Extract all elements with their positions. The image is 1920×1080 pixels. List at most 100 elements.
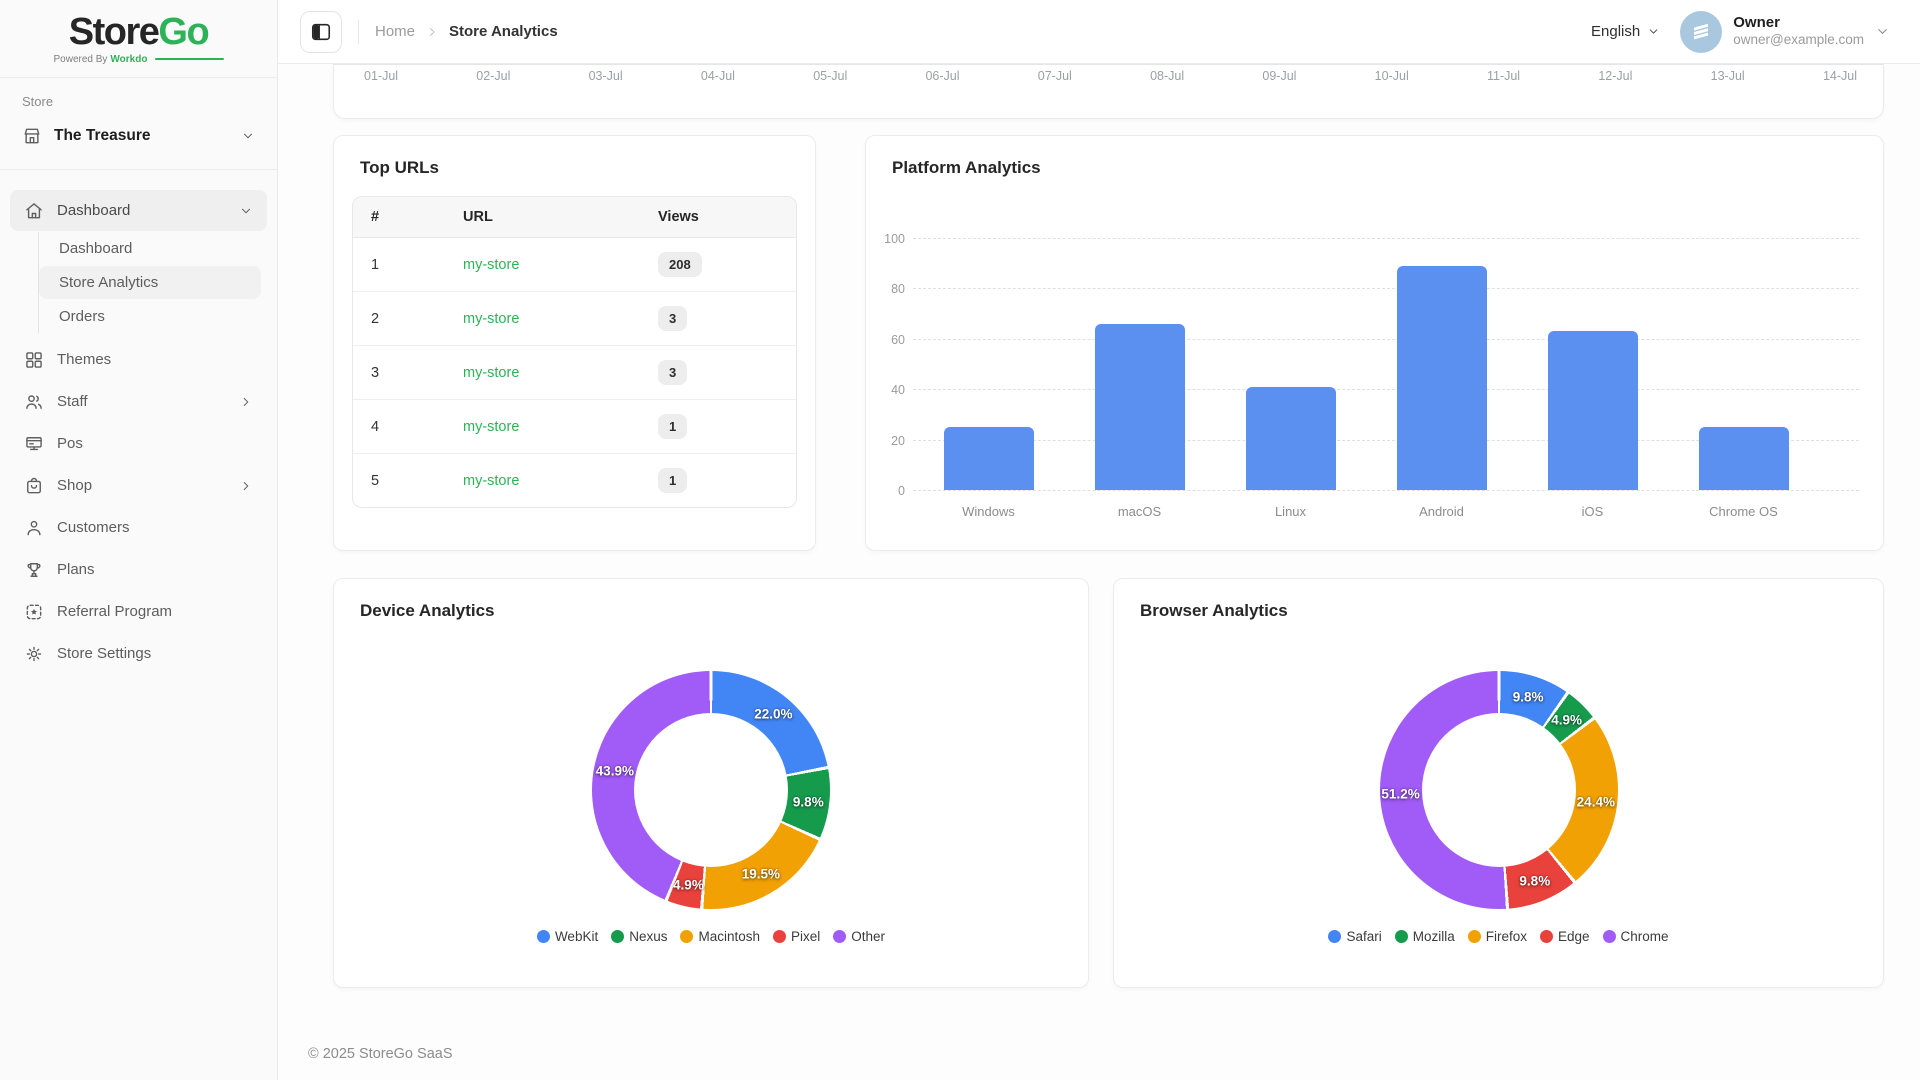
date-label: 09-Jul <box>1262 69 1297 83</box>
x-axis-label: Chrome OS <box>1709 504 1778 519</box>
views-badge: 3 <box>658 306 688 331</box>
donut-hole <box>1421 713 1576 867</box>
timeline-x-axis: 01-Jul 02-Jul 03-Jul 04-Jul 05-Jul 06-Jul 07-J… <box>334 65 1883 83</box>
x-axis-label: Linux <box>1274 504 1307 519</box>
language-selector[interactable]: English <box>1591 23 1660 40</box>
breadcrumb-home-link[interactable]: Home <box>375 23 416 40</box>
date-label: 05-Jul <box>813 69 848 83</box>
y-axis-tick: 60 <box>891 332 905 347</box>
legend-item-firefox[interactable]: Firefox <box>1467 929 1527 944</box>
bar-ios <box>1547 331 1638 490</box>
legend-item-macintosh[interactable]: Macintosh <box>680 929 760 944</box>
sidebar-subitem-orders[interactable]: Orders <box>59 308 105 325</box>
date-label: 08-Jul <box>1150 69 1185 83</box>
pie-label-webkit: 22.0% <box>754 706 793 722</box>
store-section-label: Store <box>22 94 54 109</box>
date-label: 04-Jul <box>700 69 735 83</box>
user-info: Owner owner@example.com <box>1733 14 1864 50</box>
views-cell: 3 <box>640 345 796 400</box>
device-legend: WebKit Nexus Macintosh Pixel Other <box>334 929 1088 944</box>
date-label: 03-Jul <box>588 69 623 83</box>
date-label: 10-Jul <box>1374 69 1409 83</box>
sidebar-item-label: Pos <box>57 435 83 452</box>
gridline: 40 <box>891 383 1859 397</box>
url-link[interactable]: my-store <box>463 472 520 489</box>
breadcrumb: Home Store Analytics <box>375 23 558 40</box>
column-header-views: Views <box>640 197 796 238</box>
header-right: English Owner owner@example.com <box>1591 10 1890 53</box>
pie-label-edge: 9.8% <box>1519 873 1551 889</box>
topbar: Home Store Analytics English Owner owner… <box>278 0 1920 64</box>
copyright: © 2025 StoreGo SaaS <box>308 1046 453 1062</box>
gear-icon <box>26 646 42 661</box>
tagline-underline <box>155 58 224 60</box>
legend-dot <box>1540 930 1553 943</box>
views-cell: 208 <box>640 237 796 292</box>
legend-label: Firefox <box>1485 929 1527 944</box>
browser-donut-chart: 9.8% 4.9% 24.4% 9.8% 51.2% <box>1379 671 1618 909</box>
legend-item-mozilla[interactable]: Mozilla <box>1394 929 1455 944</box>
bar-slot <box>1366 238 1517 490</box>
legend-label: Safari <box>1346 929 1382 944</box>
sidebar-item-staff[interactable]: Staff <box>10 381 267 422</box>
platform-x-axis: Windows macOS Linux Android iOS Chrome OS <box>913 504 1819 519</box>
top-urls-card: Top URLs # URL Views 1 my-store 208 2 my-store… <box>333 135 816 551</box>
trophy-icon <box>27 562 41 577</box>
views-cell: 3 <box>640 291 796 346</box>
app-logo[interactable]: StoreGo Powered By Workdo <box>0 0 277 78</box>
url-link[interactable]: my-store <box>463 310 520 327</box>
views-cell: 1 <box>640 399 796 454</box>
legend-label: Mozilla <box>1412 929 1455 944</box>
sidebar-item-shop[interactable]: Shop <box>10 465 267 506</box>
sidebar-nav: Dashboard Dashboard Store Analytics Orders T… <box>0 170 277 685</box>
referral-icon <box>26 604 42 619</box>
pie-label-macintosh: 19.5% <box>741 866 780 882</box>
user-email: owner@example.com <box>1733 32 1864 48</box>
legend-item-nexus[interactable]: Nexus <box>611 929 667 944</box>
sidebar-item-store-settings[interactable]: Store Settings <box>10 633 267 674</box>
bar-slot <box>913 238 1064 490</box>
pie-label-chrome: 51.2% <box>1381 786 1420 802</box>
user-menu[interactable]: Owner owner@example.com <box>1680 10 1890 53</box>
url-link[interactable]: my-store <box>463 364 520 381</box>
sidebar-item-pos[interactable]: Pos <box>10 423 267 464</box>
pie-label-nexus: 9.8% <box>792 794 824 809</box>
sidebar-subitem-dashboard[interactable]: Dashboard <box>59 240 133 257</box>
date-label: 11-Jul <box>1486 69 1521 83</box>
date-label: 07-Jul <box>1037 69 1072 83</box>
legend-item-pixel[interactable]: Pixel <box>773 929 820 944</box>
views-badge: 1 <box>658 414 688 439</box>
date-label: 02-Jul <box>476 69 511 83</box>
legend-label: Edge <box>1558 929 1590 944</box>
bar-slot <box>1064 238 1215 490</box>
sidebar-subitem-store-analytics[interactable]: Store Analytics <box>39 266 261 299</box>
sidebar-item-themes[interactable]: Themes <box>10 339 267 380</box>
legend-dot <box>1394 930 1408 943</box>
bar-slot <box>1215 238 1366 490</box>
sidebar-item-label: Dashboard <box>57 202 131 219</box>
sidebar: StoreGo Powered By Workdo Store The Treas… <box>0 0 278 1080</box>
url-link[interactable]: my-store <box>463 256 520 273</box>
legend-item-webkit[interactable]: WebKit <box>536 929 598 944</box>
rank-cell: 5 <box>371 472 380 489</box>
url-cell: my-store <box>445 291 640 346</box>
legend-item-edge[interactable]: Edge <box>1540 929 1590 944</box>
legend-item-chrome[interactable]: Chrome <box>1602 929 1669 944</box>
url-cell: my-store <box>445 399 640 454</box>
sidebar-item-plans[interactable]: Plans <box>10 549 267 590</box>
donut-hole <box>634 713 788 867</box>
sidebar-toggle-button[interactable] <box>300 10 342 53</box>
sidebar-item-label: Shop <box>57 477 93 494</box>
rank-cell: 4 <box>353 399 445 454</box>
chevron-down-icon <box>244 133 252 139</box>
legend-item-safari[interactable]: Safari <box>1328 929 1382 944</box>
legend-item-other[interactable]: Other <box>833 929 885 944</box>
sidebar-item-label: Referral Program <box>57 603 173 620</box>
rank-cell: 2 <box>353 291 445 346</box>
sidebar-item-referral-program[interactable]: Referral Program <box>10 591 267 632</box>
store-selector[interactable]: The Treasure <box>22 123 255 149</box>
browser-analytics-title: Browser Analytics <box>1140 601 1288 620</box>
url-link[interactable]: my-store <box>463 418 520 435</box>
sidebar-item-customers[interactable]: Customers <box>10 507 267 548</box>
sidebar-item-dashboard[interactable]: Dashboard <box>10 190 267 231</box>
